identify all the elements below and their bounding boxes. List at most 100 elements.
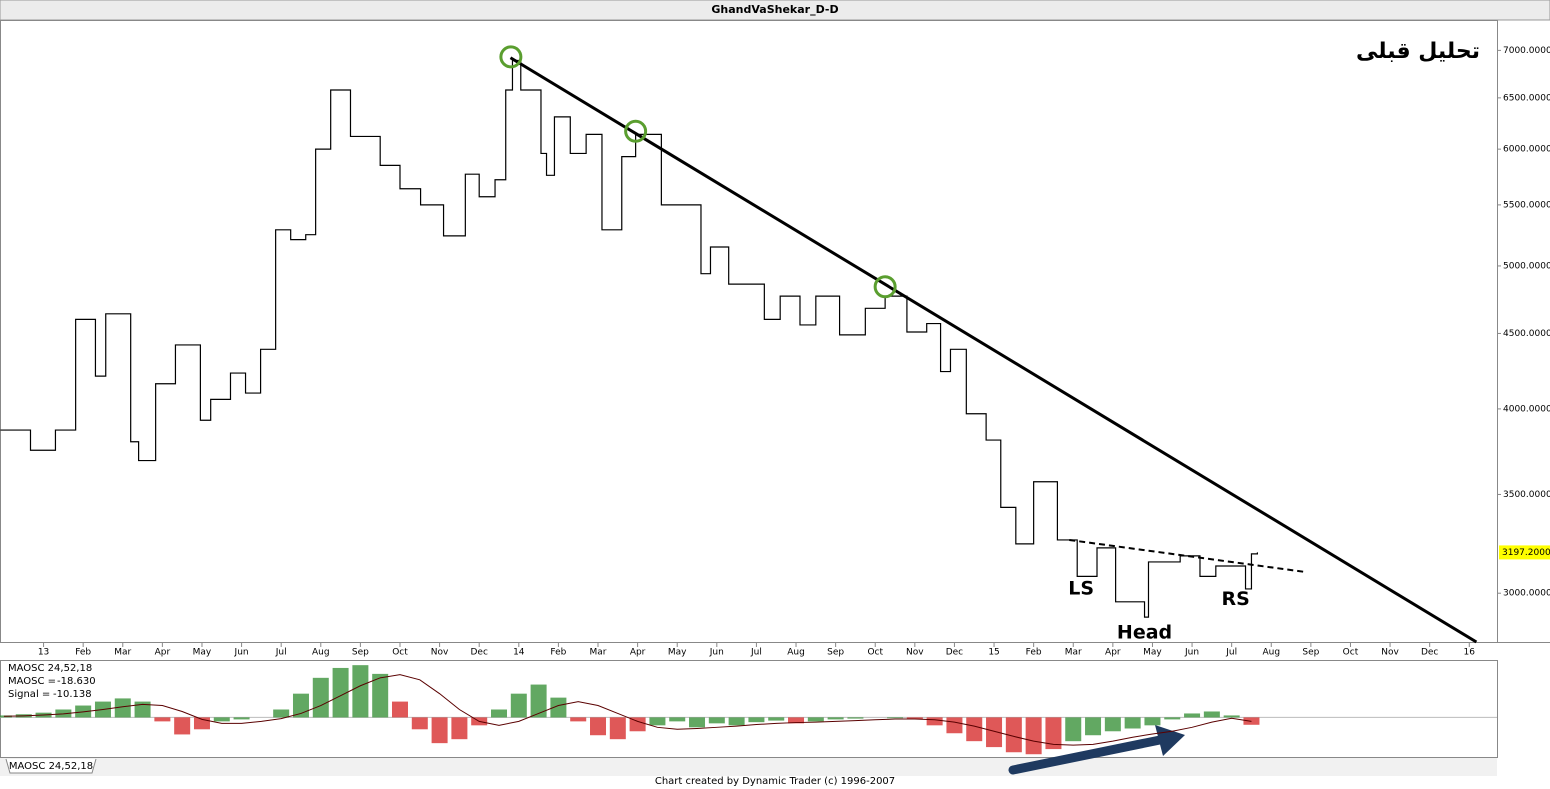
y-tick-label: 6000.0000	[1503, 145, 1550, 155]
x-tick-label: Jul	[750, 648, 762, 658]
osc-bar	[1065, 717, 1082, 742]
x-tick-label: Nov	[1381, 648, 1399, 658]
highlight-circle	[624, 119, 648, 143]
pattern-label: RS	[1221, 588, 1249, 610]
signal-line	[3, 674, 1252, 746]
x-tick-label: Nov	[906, 648, 924, 658]
osc-bar	[372, 673, 389, 718]
osc-bar	[827, 717, 844, 720]
osc-bar	[1144, 717, 1161, 726]
x-tick-label: Sep	[352, 648, 369, 658]
highlight-circle	[499, 45, 523, 69]
x-tick-label: Jun	[709, 648, 724, 658]
osc-bar	[510, 693, 527, 718]
x-tick-label: Feb	[1026, 648, 1042, 658]
indicator-name: MAOSC 24,52,18	[8, 663, 92, 674]
osc-bar	[1005, 717, 1022, 753]
trendline	[509, 56, 1478, 644]
osc-bar	[193, 717, 210, 730]
osc-bar	[312, 677, 329, 718]
osc-bar	[1085, 717, 1102, 736]
x-tick-label: Dec	[470, 648, 487, 658]
osc-bar	[966, 717, 983, 742]
osc-bar	[1124, 717, 1141, 729]
osc-bar	[233, 717, 250, 720]
x-tick-label: Aug	[312, 648, 330, 658]
x-tick-label: Feb	[75, 648, 91, 658]
osc-bar	[906, 717, 923, 720]
y-tick-label: 4000.0000	[1503, 404, 1550, 414]
x-tick-label: Mar	[590, 648, 607, 658]
osc-bar	[847, 717, 864, 719]
osc-bar	[986, 717, 1003, 748]
osc-bar	[1184, 713, 1201, 718]
osc-bar	[134, 701, 151, 718]
osc-bar	[1223, 715, 1240, 718]
osc-bar	[788, 717, 805, 724]
arrow-shaft	[1008, 735, 1165, 775]
osc-bar	[1104, 717, 1121, 732]
y-tick-label: 5000.0000	[1503, 261, 1550, 271]
osc-bar	[352, 665, 369, 718]
osc-bar	[1203, 711, 1220, 718]
osc-bar	[689, 717, 706, 728]
x-tick-label: Dec	[946, 648, 963, 658]
osc-bar	[1045, 717, 1062, 750]
osc-bar	[629, 717, 646, 732]
footer: Chart created by Dynamic Trader (c) 1996…	[655, 776, 895, 787]
y-tick-label: 6500.0000	[1503, 93, 1550, 103]
osc-bar	[748, 717, 765, 723]
osc-bar	[887, 717, 904, 719]
osc-bar	[590, 717, 607, 736]
tab[interactable]	[5, 758, 97, 774]
x-tick-label: Apr	[155, 648, 171, 658]
osc-bar	[332, 667, 349, 718]
window-title: GhandVaShekar_D-D	[711, 3, 838, 16]
x-tick-label: Mar	[1065, 648, 1082, 658]
x-tick-label: Sep	[827, 648, 844, 658]
y-tick-label: 4500.0000	[1503, 329, 1550, 339]
osc-bar	[1025, 717, 1042, 755]
x-tick-label: Aug	[1262, 648, 1280, 658]
x-tick-label: Dec	[1421, 648, 1438, 658]
osc-bar	[1164, 717, 1181, 720]
pattern-label: Head	[1117, 621, 1172, 643]
x-tick-label: May	[193, 648, 212, 658]
y-tick-label: 7000.0000	[1503, 46, 1550, 56]
x-tick-label: Apr	[1105, 648, 1121, 658]
osc-bar	[649, 717, 666, 726]
x-tick-label: 14	[513, 648, 525, 658]
x-tick-label: 15	[988, 648, 999, 658]
price-line	[0, 59, 1258, 618]
note-title: تحلیل قبلی	[1356, 39, 1480, 64]
x-tick-label: Apr	[630, 648, 646, 658]
osc-bar	[570, 717, 587, 722]
osc-bar	[491, 709, 507, 718]
x-tick-label: Sep	[1302, 648, 1319, 658]
osc-bar	[451, 717, 468, 740]
x-tick-label: Nov	[431, 648, 449, 658]
last-price-box	[1499, 545, 1550, 560]
x-tick-label: Feb	[550, 648, 566, 658]
highlight-circle	[873, 275, 897, 299]
osc-bar	[530, 684, 547, 718]
x-tick-label: May	[668, 648, 687, 658]
x-tick-label: Jul	[1225, 648, 1237, 658]
x-tick-label: Oct	[392, 648, 408, 658]
tab-label[interactable]: MAOSC 24,52,18	[9, 761, 93, 772]
indicator-frame	[0, 660, 1498, 758]
y-tick-label: 5500.0000	[1503, 200, 1550, 210]
tab-strip	[0, 758, 1497, 776]
osc-bar	[213, 717, 230, 722]
legend-osc-name: MAOSC =	[8, 676, 56, 687]
osc-bar	[411, 717, 428, 730]
x-tick-label: Jun	[1184, 648, 1199, 658]
osc-bar	[273, 709, 290, 718]
pattern-label: LS	[1068, 577, 1094, 599]
legend-osc-value: -18.630	[57, 676, 96, 687]
x-tick-label: May	[1143, 648, 1162, 658]
x-tick-label: 16	[1464, 648, 1476, 658]
